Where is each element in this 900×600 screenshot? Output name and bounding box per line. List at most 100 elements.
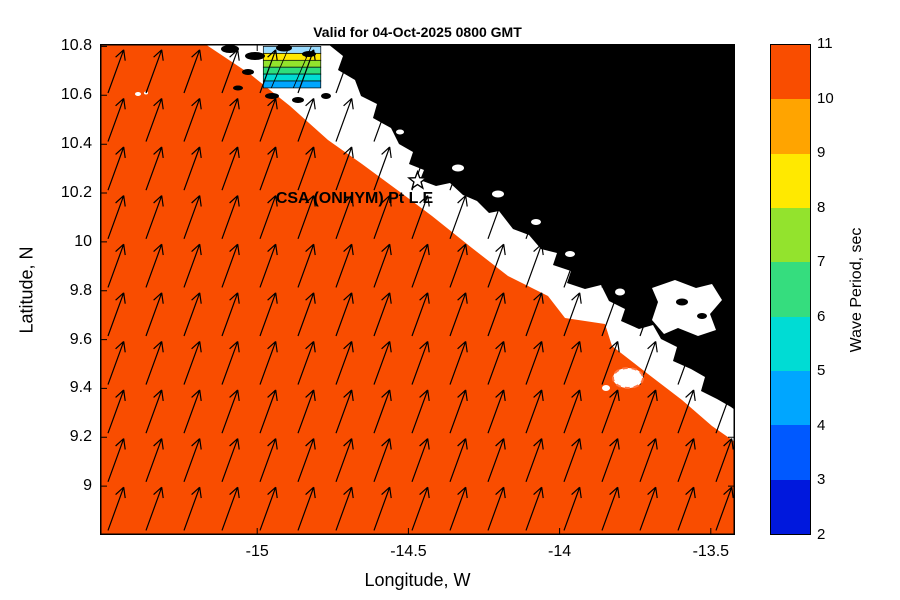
wave-arrow [639, 486, 658, 531]
colorbar-tick-label: 11 [817, 35, 833, 52]
colorbar-band [771, 479, 810, 534]
x-tick-label: -14.5 [390, 543, 427, 560]
wave-arrow [563, 438, 582, 483]
wave-arrow [411, 195, 430, 240]
wave-arrow [183, 195, 202, 240]
wave-arrow [715, 438, 734, 483]
wave-arrow [411, 243, 430, 288]
wave-arrow [525, 486, 544, 531]
y-tick-label: 10.2 [60, 184, 92, 201]
wave-arrow [259, 340, 278, 385]
wave-arrow [297, 195, 316, 240]
station-star-icon [407, 169, 428, 190]
wave-arrow [145, 97, 164, 142]
wave-arrow [221, 486, 240, 531]
land-region [328, 44, 735, 410]
colorbar-tick-label: 3 [817, 471, 826, 489]
wave-arrow [677, 438, 696, 483]
x-tick-label: -14 [548, 543, 572, 560]
wave-arrow [107, 49, 126, 94]
wave-arrow [145, 49, 164, 94]
colorbar-band [771, 370, 810, 426]
wave-arrow [373, 340, 392, 385]
wave-arrow [259, 195, 278, 240]
wave-arrow [145, 438, 164, 483]
wave-arrow [335, 243, 354, 288]
low-period-patch [262, 46, 322, 89]
wave-arrow [259, 292, 278, 337]
wave-arrow [183, 243, 202, 288]
wave-arrow [487, 243, 506, 288]
colorbar-tick-label: 9 [817, 144, 826, 162]
wave-arrow [107, 146, 126, 191]
wave-arrow [563, 340, 582, 385]
x-tick-label: -13.5 [692, 543, 730, 560]
wave-arrow [411, 340, 430, 385]
wave-arrow [639, 438, 658, 483]
wave-arrow [335, 486, 354, 531]
wave-arrow [221, 438, 240, 483]
wave-arrow [677, 389, 696, 434]
colorbar-label: Wave Period, sec [848, 227, 865, 353]
lagoon-blob [602, 367, 644, 391]
wave-arrow [449, 486, 468, 531]
wave-arrow [107, 340, 126, 385]
colorbar-band [771, 262, 810, 317]
coastal-inlets [396, 129, 722, 336]
islets-in-bay [676, 298, 707, 319]
colorbar-tick-label: 6 [817, 307, 826, 325]
wave-arrow [449, 389, 468, 434]
wave-arrow [601, 340, 620, 385]
wave-arrow [487, 340, 506, 385]
wave-arrow [107, 486, 126, 531]
wave-arrow [335, 389, 354, 434]
wave-arrow [373, 243, 392, 288]
wave-arrow [335, 146, 354, 191]
wave-arrow [183, 292, 202, 337]
wave-arrow [107, 97, 126, 142]
wave-arrow [373, 292, 392, 337]
sea-region [100, 44, 735, 535]
wave-arrow [145, 195, 164, 240]
wave-arrow [107, 243, 126, 288]
y-tick-label: 9.8 [69, 281, 92, 299]
wave-arrow [183, 340, 202, 385]
estuary-islands [221, 44, 331, 103]
wave-arrow [677, 486, 696, 531]
x-tick-label: -15 [245, 543, 269, 560]
x-axis-label: Longitude, W [364, 570, 471, 590]
wave-arrow [183, 389, 202, 434]
wave-arrow [411, 292, 430, 337]
wave-arrow [449, 340, 468, 385]
colorbar-tick-label: 8 [817, 198, 826, 216]
y-tick-label: 9.6 [69, 330, 92, 348]
wave-arrow [145, 243, 164, 288]
wave-arrow [563, 292, 582, 337]
wave-arrow [335, 195, 354, 240]
wave-arrow [487, 486, 506, 531]
colorbar-band [771, 153, 810, 208]
wave-arrow [411, 486, 430, 531]
wave-arrow [297, 97, 316, 142]
map-plot [100, 44, 735, 535]
station-label: CSA (ONHYM) Pt L E [275, 189, 434, 207]
wave-arrow [221, 389, 240, 434]
wave-arrow [107, 292, 126, 337]
wave-arrow [601, 389, 620, 434]
wave-arrow [221, 195, 240, 240]
wave-arrow [107, 195, 126, 240]
y-tick-label: 9.2 [69, 428, 92, 446]
wave-arrow [297, 486, 316, 531]
colorbar-tick-label: 4 [817, 416, 826, 434]
y-tick-label: 10.6 [60, 86, 92, 104]
wave-arrow [259, 389, 278, 434]
colorbar-band [771, 99, 810, 154]
colorbar-tick-label: 10 [817, 89, 834, 107]
wave-arrow [373, 146, 392, 191]
y-tick-label: 10 [74, 232, 92, 250]
colorbar-band [771, 207, 810, 263]
wave-arrow [145, 486, 164, 531]
wave-arrow [183, 97, 202, 142]
wave-arrow [715, 486, 734, 531]
